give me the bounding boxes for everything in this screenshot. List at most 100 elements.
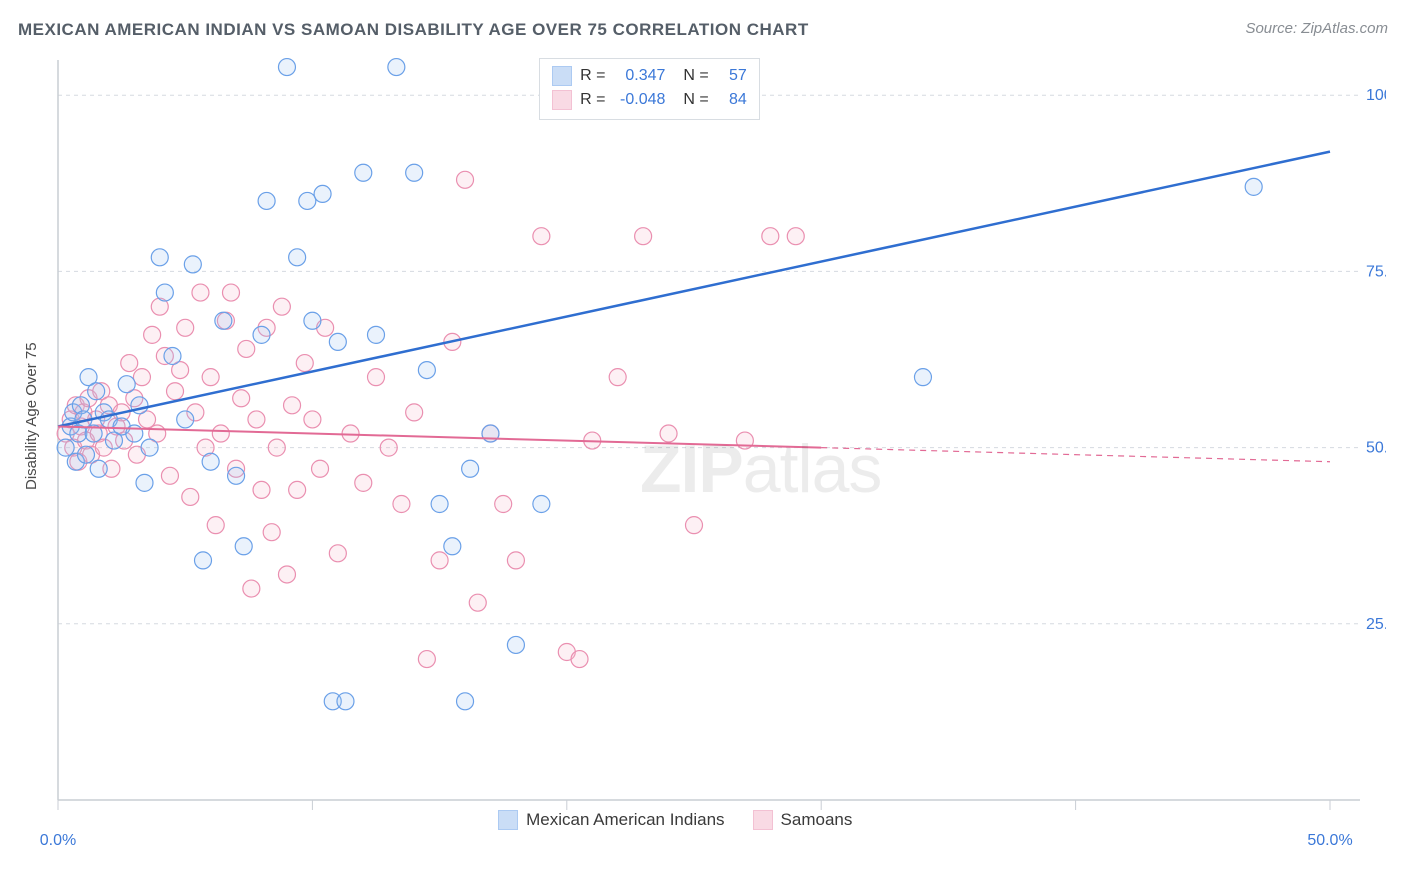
series-legend-item-samoans: Samoans xyxy=(753,810,853,830)
data-point-mexican_american_indians xyxy=(151,249,168,266)
data-point-samoans xyxy=(182,488,199,505)
data-point-samoans xyxy=(329,545,346,562)
xtick-label: 0.0% xyxy=(40,832,76,849)
data-point-samoans xyxy=(238,340,255,357)
data-point-samoans xyxy=(635,228,652,245)
data-point-samoans xyxy=(533,228,550,245)
data-point-samoans xyxy=(469,594,486,611)
data-point-samoans xyxy=(161,467,178,484)
data-point-samoans xyxy=(144,326,161,343)
legend-swatch-icon xyxy=(753,810,773,830)
data-point-samoans xyxy=(762,228,779,245)
stats-n-label: N = xyxy=(683,64,708,88)
data-point-mexican_american_indians xyxy=(156,284,173,301)
data-point-samoans xyxy=(284,397,301,414)
series-legend-item-mexican_american_indians: Mexican American Indians xyxy=(498,810,724,830)
data-point-samoans xyxy=(268,439,285,456)
series-legend-label: Samoans xyxy=(781,810,853,830)
data-point-samoans xyxy=(380,439,397,456)
data-point-samoans xyxy=(278,566,295,583)
data-point-mexican_american_indians xyxy=(258,192,275,209)
ytick-label: 100.0% xyxy=(1366,87,1386,104)
regression-line-samoans xyxy=(58,426,821,447)
chart-container: 25.0%50.0%75.0%100.0%0.0%50.0%Disability… xyxy=(20,50,1386,870)
stats-n-value: 57 xyxy=(717,64,747,88)
data-point-samoans xyxy=(660,425,677,442)
series-legend: Mexican American Indians Samoans xyxy=(498,810,852,830)
data-point-mexican_american_indians xyxy=(1245,178,1262,195)
data-point-samoans xyxy=(787,228,804,245)
data-point-samoans xyxy=(133,369,150,386)
data-point-mexican_american_indians xyxy=(278,59,295,76)
data-point-mexican_american_indians xyxy=(90,460,107,477)
regression-line-mexican_american_indians xyxy=(58,152,1330,427)
data-point-mexican_american_indians xyxy=(462,460,479,477)
data-point-samoans xyxy=(571,651,588,668)
data-point-samoans xyxy=(304,411,321,428)
data-point-mexican_american_indians xyxy=(533,496,550,513)
data-point-samoans xyxy=(406,404,423,421)
stats-r-value: -0.048 xyxy=(613,88,665,112)
stats-legend-row-samoans: R = -0.048 N = 84 xyxy=(552,88,747,112)
data-point-mexican_american_indians xyxy=(457,693,474,710)
data-point-samoans xyxy=(233,390,250,407)
data-point-samoans xyxy=(192,284,209,301)
stats-r-value: 0.347 xyxy=(613,64,665,88)
stats-r-label: R = xyxy=(580,88,605,112)
data-point-mexican_american_indians xyxy=(299,192,316,209)
data-point-mexican_american_indians xyxy=(388,59,405,76)
ytick-label: 25.0% xyxy=(1366,616,1386,633)
data-point-samoans xyxy=(167,383,184,400)
source-attribution: Source: ZipAtlas.com xyxy=(1245,20,1388,37)
data-point-samoans xyxy=(393,496,410,513)
legend-swatch-icon xyxy=(552,90,572,110)
data-point-samoans xyxy=(368,369,385,386)
data-point-mexican_american_indians xyxy=(118,376,135,393)
data-point-mexican_american_indians xyxy=(195,552,212,569)
data-point-samoans xyxy=(686,517,703,534)
stats-n-value: 84 xyxy=(717,88,747,112)
data-point-samoans xyxy=(121,355,138,372)
data-point-mexican_american_indians xyxy=(77,446,94,463)
data-point-samoans xyxy=(495,496,512,513)
data-point-mexican_american_indians xyxy=(431,496,448,513)
legend-swatch-icon xyxy=(552,66,572,86)
legend-swatch-icon xyxy=(498,810,518,830)
data-point-samoans xyxy=(212,425,229,442)
stats-n-label: N = xyxy=(683,88,708,112)
data-point-mexican_american_indians xyxy=(289,249,306,266)
data-point-mexican_american_indians xyxy=(304,312,321,329)
data-point-samoans xyxy=(609,369,626,386)
data-point-mexican_american_indians xyxy=(141,439,158,456)
data-point-mexican_american_indians xyxy=(253,326,270,343)
data-point-samoans xyxy=(253,481,270,498)
data-point-mexican_american_indians xyxy=(368,326,385,343)
data-point-samoans xyxy=(263,524,280,541)
ytick-label: 50.0% xyxy=(1366,440,1386,457)
data-point-samoans xyxy=(243,580,260,597)
data-point-samoans xyxy=(273,298,290,315)
data-point-mexican_american_indians xyxy=(228,467,245,484)
data-point-mexican_american_indians xyxy=(507,636,524,653)
data-point-mexican_american_indians xyxy=(177,411,194,428)
data-point-samoans xyxy=(312,460,329,477)
data-point-mexican_american_indians xyxy=(355,164,372,181)
xtick-label: 50.0% xyxy=(1307,832,1352,849)
data-point-mexican_american_indians xyxy=(406,164,423,181)
stats-legend-row-mexican_american_indians: R = 0.347 N = 57 xyxy=(552,64,747,88)
data-point-mexican_american_indians xyxy=(164,348,181,365)
data-point-samoans xyxy=(355,474,372,491)
data-point-mexican_american_indians xyxy=(914,369,931,386)
data-point-samoans xyxy=(289,481,306,498)
data-point-mexican_american_indians xyxy=(418,362,435,379)
data-point-samoans xyxy=(418,651,435,668)
data-point-mexican_american_indians xyxy=(215,312,232,329)
data-point-samoans xyxy=(202,369,219,386)
ytick-label: 75.0% xyxy=(1366,263,1386,280)
header-bar: MEXICAN AMERICAN INDIAN VS SAMOAN DISABI… xyxy=(0,0,1406,50)
regression-line-dashed-samoans xyxy=(821,448,1330,462)
data-point-samoans xyxy=(207,517,224,534)
data-point-samoans xyxy=(457,171,474,188)
data-point-mexican_american_indians xyxy=(444,538,461,555)
stats-r-label: R = xyxy=(580,64,605,88)
